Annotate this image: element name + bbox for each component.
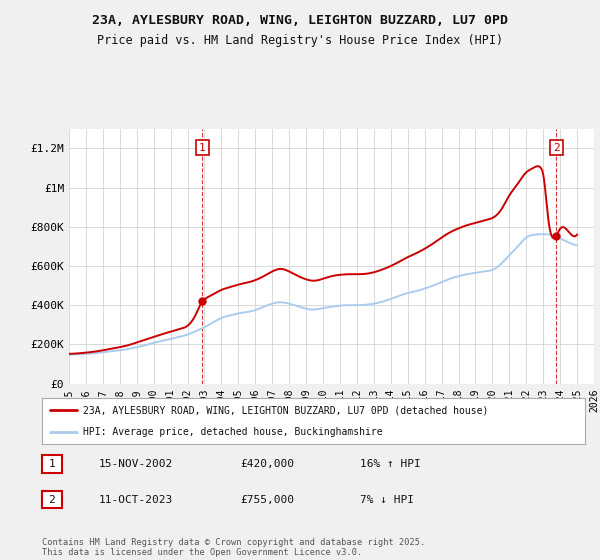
Text: 23A, AYLESBURY ROAD, WING, LEIGHTON BUZZARD, LU7 0PD (detached house): 23A, AYLESBURY ROAD, WING, LEIGHTON BUZZ… xyxy=(83,405,488,416)
Text: 1: 1 xyxy=(49,459,55,469)
Text: 16% ↑ HPI: 16% ↑ HPI xyxy=(360,459,421,469)
Text: 2: 2 xyxy=(49,494,55,505)
Text: 11-OCT-2023: 11-OCT-2023 xyxy=(99,494,173,505)
Text: £420,000: £420,000 xyxy=(240,459,294,469)
Text: 7% ↓ HPI: 7% ↓ HPI xyxy=(360,494,414,505)
Text: 23A, AYLESBURY ROAD, WING, LEIGHTON BUZZARD, LU7 0PD: 23A, AYLESBURY ROAD, WING, LEIGHTON BUZZ… xyxy=(92,14,508,27)
Text: 1: 1 xyxy=(199,142,206,152)
Text: 15-NOV-2002: 15-NOV-2002 xyxy=(99,459,173,469)
Text: £755,000: £755,000 xyxy=(240,494,294,505)
Text: HPI: Average price, detached house, Buckinghamshire: HPI: Average price, detached house, Buck… xyxy=(83,427,382,437)
Text: Price paid vs. HM Land Registry's House Price Index (HPI): Price paid vs. HM Land Registry's House … xyxy=(97,34,503,46)
Text: Contains HM Land Registry data © Crown copyright and database right 2025.
This d: Contains HM Land Registry data © Crown c… xyxy=(42,538,425,557)
Text: 2: 2 xyxy=(553,142,560,152)
